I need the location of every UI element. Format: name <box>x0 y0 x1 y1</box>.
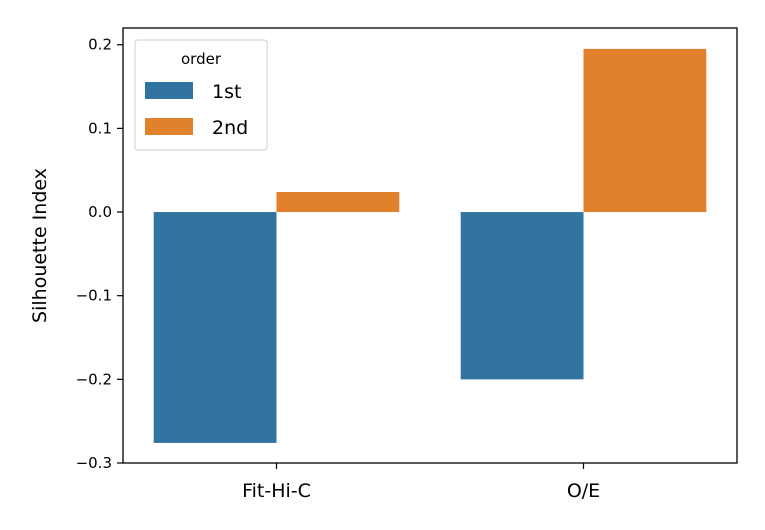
y-tick-label: −0.2 <box>76 370 112 388</box>
legend-swatch-1st <box>145 82 193 99</box>
y-tick-label: 0.1 <box>88 119 112 137</box>
labels-layer: −0.3 −0.2 −0.1 0.0 0.1 0.2 Fit-Hi-C O/E Silhouet… <box>29 36 600 502</box>
x-category-label: O/E <box>567 480 600 502</box>
axes-layer <box>117 27 738 469</box>
bar-1st-fit-hi-c <box>153 212 277 443</box>
y-tick-label: −0.1 <box>76 287 112 305</box>
bar-2nd-o-e <box>583 48 707 213</box>
legend-label-1st: 1st <box>212 81 241 103</box>
legend-swatch-2nd <box>145 118 193 135</box>
plot-frame <box>122 27 738 464</box>
bar-2nd-fit-hi-c <box>276 191 400 213</box>
bar-1st-o-e <box>460 212 584 380</box>
bars-layer <box>153 48 707 443</box>
y-axis-label: Silhouette Index <box>29 168 51 323</box>
x-category-label: Fit-Hi-C <box>242 480 311 502</box>
legend-title: order <box>181 50 222 68</box>
y-tick-label: 0.2 <box>88 36 112 54</box>
y-tick-label: 0.0 <box>88 203 112 221</box>
y-tick-label: −0.3 <box>76 454 112 472</box>
legend-label-2nd: 2nd <box>212 117 248 139</box>
legend: order 1st 2nd <box>134 39 268 151</box>
